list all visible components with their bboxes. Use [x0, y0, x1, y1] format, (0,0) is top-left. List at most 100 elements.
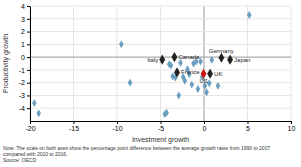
x-tick-mark — [161, 121, 162, 124]
y-tick-mark — [27, 83, 30, 84]
y-tick: 1 — [21, 41, 30, 48]
point — [119, 40, 124, 48]
x-tick: 5 — [246, 121, 250, 132]
grid — [30, 6, 291, 121]
note: Source: OECD — [3, 157, 36, 163]
y-grid-line — [30, 6, 291, 7]
point-label: Italy — [147, 57, 158, 63]
points — [32, 11, 251, 118]
x-tick-mark — [291, 121, 292, 124]
y-tick-label: -1 — [19, 67, 25, 74]
x-tick-label: -15 — [69, 125, 79, 132]
x-tick-label: 5 — [246, 125, 250, 132]
point — [190, 81, 195, 89]
y-tick-label: 4 — [21, 3, 25, 10]
x-tick-label: -20 — [25, 125, 35, 132]
y-tick: 0 — [21, 54, 30, 61]
y-axis: -4 -3 -2 -1 0 1 2 3 4 — [19, 3, 31, 122]
y-tick-mark — [27, 44, 30, 45]
y-grid-line — [30, 18, 291, 19]
point-label: US — [199, 78, 207, 84]
point — [207, 69, 213, 79]
point — [218, 53, 224, 63]
point — [210, 56, 215, 64]
x-tick: -15 — [69, 121, 79, 132]
series — [159, 52, 233, 78]
y-tick: -1 — [19, 67, 30, 74]
point — [176, 91, 181, 99]
y-grid-line — [30, 69, 291, 70]
x-tick: -20 — [25, 121, 35, 132]
point — [171, 52, 177, 62]
y-tick: -2 — [19, 79, 30, 86]
point — [216, 82, 221, 90]
y-tick-label: 2 — [21, 28, 25, 35]
point — [32, 99, 37, 107]
y-tick-label: 1 — [21, 41, 25, 48]
y-tick-mark — [27, 32, 30, 33]
point — [183, 77, 188, 85]
x-grid-line — [73, 6, 74, 121]
y-axis-title: Productivity growth — [2, 34, 10, 93]
y-grid-line — [30, 108, 291, 109]
point — [227, 55, 233, 65]
x-tick: 10 — [288, 121, 296, 132]
y-grid-line — [30, 44, 291, 45]
y-tick-label: 0 — [21, 54, 25, 61]
x-tick-label: 0 — [203, 125, 207, 132]
x-grid-line — [117, 6, 118, 121]
notes: Note: The scale on both axes show the pe… — [3, 145, 270, 163]
x-grid-line — [30, 6, 31, 121]
y-tick-label: -3 — [19, 92, 25, 99]
point — [169, 61, 174, 69]
x-tick-label: -5 — [158, 125, 164, 132]
series — [32, 11, 251, 118]
point-label: Japan — [234, 57, 250, 63]
x-axis-title: Investment growth — [132, 136, 189, 144]
point — [128, 79, 133, 87]
y-tick: 4 — [21, 3, 30, 10]
x-tick: -5 — [158, 121, 164, 132]
point — [159, 55, 165, 65]
y-tick: -4 — [19, 105, 30, 112]
point — [36, 109, 41, 117]
x-tick-mark — [117, 121, 118, 124]
y-tick-mark — [27, 108, 30, 109]
point-label: UK — [214, 71, 222, 77]
y-axis-line — [30, 7, 31, 122]
chart: -20-15-10-50510-4-3-2-101234Investment g… — [0, 0, 301, 167]
y-tick-mark — [27, 57, 30, 58]
point — [204, 88, 209, 96]
point — [174, 67, 180, 77]
x-tick-mark — [248, 121, 249, 124]
x-tick: -10 — [112, 121, 122, 132]
x-tick-mark — [204, 121, 205, 124]
y-grid-line — [30, 57, 291, 58]
y-tick-mark — [27, 95, 30, 96]
y-tick-label: 3 — [21, 16, 25, 23]
y-tick: -3 — [19, 92, 30, 99]
y-grid-line — [30, 82, 291, 83]
point-label: Germany — [209, 48, 234, 54]
point — [247, 11, 252, 19]
y-tick-mark — [27, 6, 30, 7]
y-grid-line — [30, 95, 291, 96]
y-tick-mark — [27, 70, 30, 71]
point-label: France — [181, 69, 200, 75]
series — [207, 69, 213, 79]
x-grid-line — [247, 6, 248, 121]
y-grid-line — [30, 31, 291, 32]
y-tick-label: -2 — [19, 79, 25, 86]
x-axis: -20 -15 -10 -5 0 5 10 — [25, 121, 295, 132]
x-tick-mark — [74, 121, 75, 124]
y-tick-mark — [27, 19, 30, 20]
point-label: Canada — [178, 54, 200, 60]
x-tick: 0 — [203, 121, 207, 132]
x-tick-label: -10 — [112, 125, 122, 132]
y-tick: 3 — [21, 16, 30, 23]
x-grid-line — [291, 6, 292, 121]
point — [196, 85, 201, 93]
point-labels: Italy Canada France GermanyJapan US UK — [147, 48, 250, 84]
y-tick-label: -4 — [19, 105, 25, 112]
x-tick-label: 10 — [288, 125, 296, 132]
